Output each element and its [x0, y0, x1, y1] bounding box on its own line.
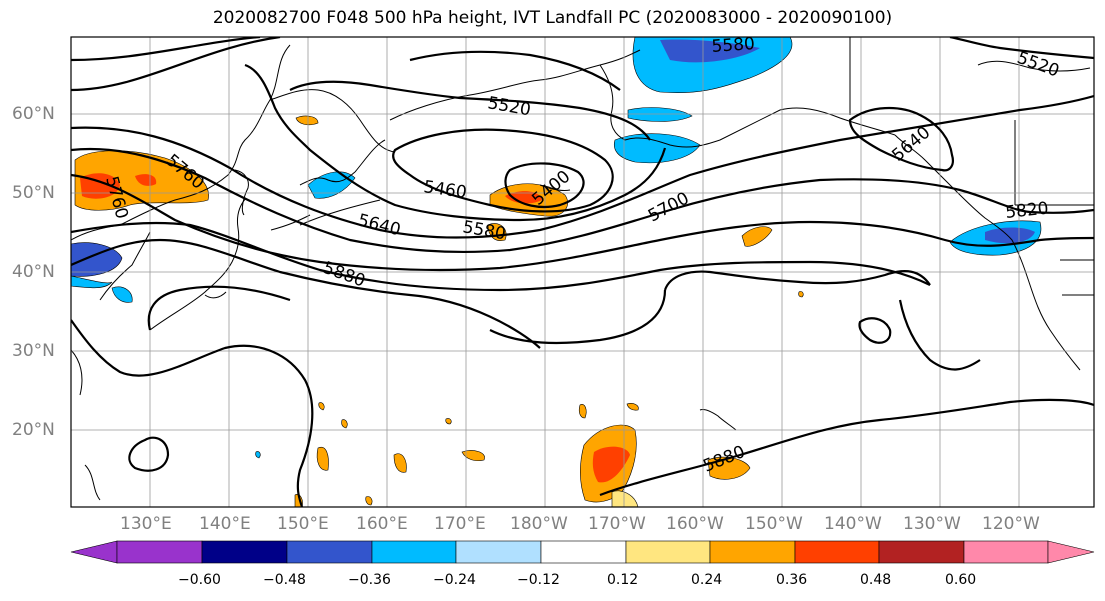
lat-label: 20°N [12, 420, 55, 440]
lat-label: 50°N [12, 183, 55, 203]
lon-label: 170°E [434, 514, 486, 534]
height-contours [71, 37, 1094, 507]
colorbar-tick-label: −0.36 [348, 572, 391, 588]
colorbar-arrow-right [1047, 540, 1095, 564]
lon-label: 150°W [745, 514, 803, 534]
lat-label: 30°N [12, 341, 55, 361]
lon-label: 160°E [356, 514, 408, 534]
graticule [71, 37, 1094, 507]
contour-label: 5580 [711, 34, 756, 57]
colorbar-tick-label: 0.36 [776, 572, 808, 588]
lon-label: 150°E [277, 514, 329, 534]
lon-label: 180°W [510, 514, 568, 534]
contour-label: 5460 [422, 177, 468, 203]
colorbar-tick-label: −0.12 [517, 572, 560, 588]
map-area: 5580 5520 5520 5760 5760 5460 5400 5640 … [71, 34, 1094, 507]
contour-label: 5580 [461, 217, 507, 244]
lon-label: 130°W [903, 514, 961, 534]
negative-anomaly-kamchatka [307, 171, 356, 199]
lon-label: 140°E [199, 514, 251, 534]
negative-anomaly-japan [71, 242, 123, 277]
colorbar-tick-label: 0.48 [860, 572, 892, 588]
map-frame [70, 36, 1095, 508]
colorbar-tick-label: −0.48 [263, 572, 306, 588]
lat-label: 60°N [12, 104, 55, 124]
coastlines [71, 37, 1094, 501]
contour-label: 5700 [645, 188, 693, 226]
lon-label: 170°W [588, 514, 646, 534]
contour-label: 5640 [356, 210, 403, 240]
colorbar-arrow-left [70, 540, 118, 564]
map-title: 2020082700 F048 500 hPa height, IVT Land… [212, 8, 893, 28]
colorbar-tick-label: 0.12 [607, 572, 639, 588]
colorbar-tick-label: −0.24 [433, 572, 476, 588]
lon-label: 140°W [824, 514, 882, 534]
lat-label: 40°N [12, 262, 55, 282]
contour-label: 5820 [1004, 199, 1049, 223]
colorbar-tick-label: 0.60 [945, 572, 977, 588]
lon-label: 160°W [666, 514, 724, 534]
colorbar-tick-label: −0.60 [178, 572, 221, 588]
colorbar-tick-label: 0.24 [691, 572, 723, 588]
lon-label: 130°E [120, 514, 172, 534]
colorbar [70, 540, 1095, 564]
contour-label: 5520 [486, 93, 532, 120]
ivt-anomaly-fills [71, 37, 1042, 507]
lon-label: 120°W [982, 514, 1040, 534]
